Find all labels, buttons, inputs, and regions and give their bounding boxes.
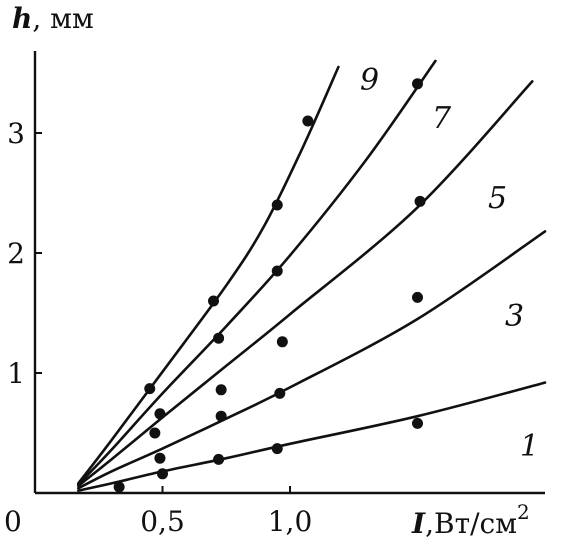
origin-label: 0 [4,505,22,538]
series-7-point [154,408,166,420]
x-axis-title-sup: 2 [517,500,530,524]
series-1-point [213,453,225,465]
series-curves [77,59,547,492]
series-5-point [149,427,161,439]
series-9-point [144,383,156,395]
series-1-label: 1 [520,429,539,464]
series-7-label: 7 [432,101,452,136]
series-1-curve [77,381,547,492]
series-7-point [271,265,283,277]
series-7-curve [77,59,437,486]
axis-ticks: 0,5 1,0 1 2 3 [7,117,312,538]
y-tick-label: 2 [7,237,25,270]
series-1-point [412,417,423,429]
series-3-label: 3 [505,299,524,334]
x-axis-title-unit: ,Вт/см [425,507,517,540]
series-3-point [274,387,286,399]
series-3-point [154,452,166,464]
y-axis-title-unit: , мм [32,2,93,35]
series-5-curve [77,80,534,488]
series-1-point [271,443,283,455]
series-3-point [412,291,423,303]
series-9-curve [77,65,340,485]
series-9-point [302,115,314,127]
series-5-point [414,195,426,207]
series-9-label: 9 [360,63,379,98]
series-1-point [157,468,168,480]
series-3-point [215,410,227,422]
y-tick-label: 1 [7,357,25,390]
y-axis-title: h, мм [12,2,94,35]
series-labels: 1 3 5 7 9 [360,63,539,464]
series-9-point [208,295,219,307]
y-axis-title-var: h [12,2,32,35]
series-1-point [113,481,125,493]
series-5-label: 5 [488,181,507,216]
axes [33,51,545,495]
x-axis-title: I,Вт/см2 [411,500,530,540]
series-3-curve [77,230,547,490]
y-tick-label: 3 [7,117,25,150]
series-7-point [412,78,423,90]
series-7-point [213,332,225,344]
series-5-point [276,336,288,348]
series-5-point [215,384,227,396]
x-tick-label: 0,5 [140,505,185,538]
x-tick-label: 1,0 [268,505,313,538]
series-9-point [271,199,283,211]
x-axis-title-var: I [411,507,426,540]
series-points [113,78,426,493]
